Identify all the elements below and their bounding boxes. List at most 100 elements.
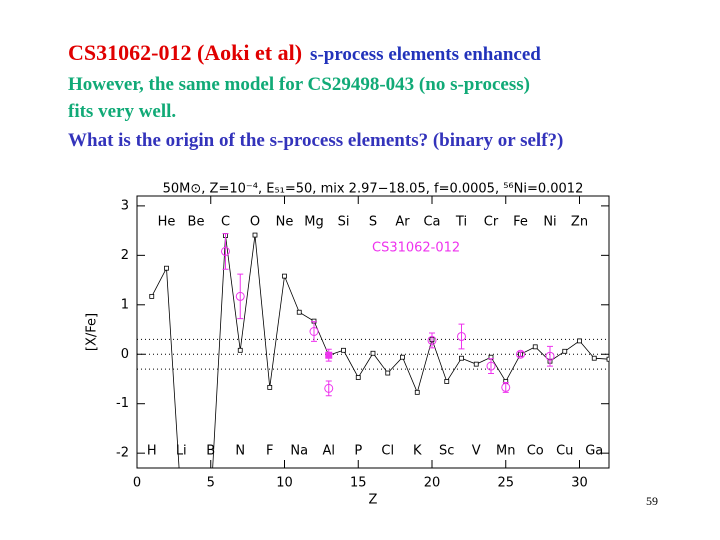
element-label: Ga — [585, 444, 603, 459]
model-point — [385, 370, 391, 376]
model-point — [237, 347, 243, 353]
error-bar — [547, 345, 553, 367]
model-point — [591, 355, 597, 361]
element-label: S — [369, 215, 377, 230]
model-point — [577, 338, 582, 344]
observation — [324, 383, 334, 393]
model-point — [149, 293, 155, 299]
element-label: Li — [176, 444, 187, 459]
element-label: Co — [527, 444, 544, 459]
y-label: [X/Fe] — [85, 313, 100, 351]
y-tick-label: 0 — [121, 347, 129, 362]
observation — [501, 382, 511, 392]
element-label: Fe — [513, 215, 528, 230]
model-point — [606, 356, 609, 362]
model-point — [473, 361, 479, 367]
model-point — [444, 379, 450, 384]
element-label: Ni — [543, 215, 556, 230]
plot-frame — [136, 195, 610, 469]
model-point — [562, 348, 568, 354]
y-tick-label: 2 — [121, 248, 129, 263]
error-bar — [502, 381, 509, 393]
error-bar — [458, 323, 465, 350]
x-tick-label: 30 — [571, 476, 588, 491]
observation — [221, 246, 230, 256]
element-label: Ca — [423, 215, 440, 230]
element-label: Mg — [304, 215, 323, 230]
x-tick-label: 20 — [424, 476, 441, 491]
error-bar — [237, 273, 244, 320]
element-label: C — [221, 215, 230, 230]
line3: fits very well. — [68, 101, 176, 122]
element-label: Zn — [571, 215, 588, 230]
element-label: Cl — [381, 444, 394, 459]
x-tick-label: 5 — [207, 476, 215, 491]
model-line — [151, 235, 609, 468]
observation — [516, 349, 525, 359]
element-label: Sc — [439, 444, 454, 459]
model-point — [267, 384, 273, 390]
element-label: Si — [338, 215, 350, 230]
x-tick-label: 25 — [497, 476, 514, 491]
chart-title: 50M⊙, Z=10⁻⁴, E₅₁=50, mix 2.97−18.05, f=… — [163, 182, 584, 197]
error-bar — [222, 233, 229, 270]
y-tick-label: 3 — [121, 198, 129, 213]
element-label: V — [472, 444, 481, 459]
y-tick-label: -1 — [116, 396, 129, 411]
x-tick-label: 15 — [350, 476, 367, 491]
x-tick-label: 0 — [133, 476, 141, 491]
model-point — [414, 389, 420, 395]
model-point — [341, 347, 346, 353]
element-label: Ar — [395, 215, 410, 230]
element-label: Al — [322, 444, 335, 459]
model-point — [355, 375, 361, 380]
model-point — [282, 273, 287, 279]
element-label: He — [158, 215, 176, 230]
error-bar — [311, 321, 317, 342]
observation — [545, 351, 555, 361]
plot-area — [149, 232, 609, 505]
observation — [427, 335, 437, 345]
page-number: 59 — [646, 494, 658, 508]
model-point — [400, 354, 405, 360]
filled-observation — [325, 351, 333, 359]
element-label: Ne — [276, 215, 294, 230]
title-tail: s-process elements enhanced — [310, 44, 541, 65]
element-label: N — [235, 444, 245, 459]
model-point — [459, 355, 464, 361]
x-label: Z — [369, 493, 378, 508]
element-label: Be — [188, 215, 205, 230]
element-label: P — [354, 444, 362, 459]
model-point — [532, 344, 538, 350]
error-bar — [488, 358, 494, 375]
element-label: O — [250, 215, 260, 230]
element-label: Na — [290, 444, 308, 459]
element-label: Ti — [455, 215, 467, 230]
line2: However, the same model for CS29498-043 … — [68, 74, 530, 95]
observation — [486, 361, 496, 371]
y-tick-label: -2 — [116, 446, 129, 461]
line4: What is the origin of the s-process elem… — [68, 130, 563, 151]
model-point — [370, 350, 376, 356]
element-label: Cu — [556, 444, 573, 459]
model-point — [252, 232, 258, 238]
element-label: K — [413, 444, 422, 459]
observation — [457, 331, 466, 341]
element-label: B — [206, 444, 215, 459]
element-label: H — [147, 444, 157, 459]
annotation: CS31062-012 — [372, 241, 460, 256]
title: CS31062-012 (Aoki et al) s-process elemen… — [68, 40, 541, 65]
x-tick-label: 10 — [276, 476, 293, 491]
observation — [235, 291, 245, 301]
error-bar — [325, 380, 332, 397]
observation — [309, 327, 319, 337]
error-bar — [517, 351, 524, 358]
element-label: F — [266, 444, 273, 459]
y-tick-label: 1 — [121, 297, 129, 312]
model-point — [209, 501, 213, 505]
model-point — [296, 309, 302, 315]
title-main: CS31062-012 (Aoki et al) — [68, 40, 302, 65]
error-bar — [429, 332, 435, 349]
model-point — [164, 265, 169, 271]
